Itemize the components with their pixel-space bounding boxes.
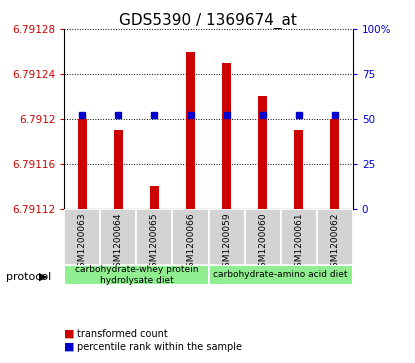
Bar bbox=[173, 209, 209, 265]
Text: percentile rank within the sample: percentile rank within the sample bbox=[77, 342, 242, 352]
Text: ■: ■ bbox=[64, 342, 75, 352]
Bar bbox=[114, 130, 123, 209]
Text: GSM1200061: GSM1200061 bbox=[294, 213, 303, 273]
Bar bbox=[330, 119, 339, 209]
Bar bbox=[64, 209, 100, 265]
Text: carbohydrate-whey protein
hydrolysate diet: carbohydrate-whey protein hydrolysate di… bbox=[75, 265, 198, 285]
Bar bbox=[209, 265, 353, 285]
Text: ■: ■ bbox=[64, 329, 75, 339]
Text: carbohydrate-amino acid diet: carbohydrate-amino acid diet bbox=[213, 270, 348, 280]
Text: GSM1200066: GSM1200066 bbox=[186, 213, 195, 273]
Bar bbox=[137, 209, 173, 265]
Text: ▶: ▶ bbox=[39, 272, 47, 282]
Bar bbox=[100, 209, 137, 265]
Text: GSM1200063: GSM1200063 bbox=[78, 213, 87, 273]
Bar bbox=[258, 97, 267, 209]
Bar bbox=[150, 186, 159, 209]
Bar bbox=[64, 265, 209, 285]
Text: GSM1200062: GSM1200062 bbox=[330, 213, 339, 273]
Bar bbox=[281, 209, 317, 265]
Text: GSM1200065: GSM1200065 bbox=[150, 213, 159, 273]
Bar bbox=[244, 209, 281, 265]
Text: GSM1200064: GSM1200064 bbox=[114, 213, 123, 273]
Text: protocol: protocol bbox=[6, 272, 51, 282]
Text: GDS5390 / 1369674_at: GDS5390 / 1369674_at bbox=[119, 13, 296, 29]
Bar bbox=[317, 209, 353, 265]
Bar bbox=[186, 52, 195, 209]
Bar bbox=[294, 130, 303, 209]
Bar bbox=[222, 63, 231, 209]
Text: GSM1200059: GSM1200059 bbox=[222, 213, 231, 273]
Bar bbox=[209, 209, 244, 265]
Bar bbox=[78, 119, 87, 209]
Text: GSM1200060: GSM1200060 bbox=[258, 213, 267, 273]
Text: transformed count: transformed count bbox=[77, 329, 168, 339]
